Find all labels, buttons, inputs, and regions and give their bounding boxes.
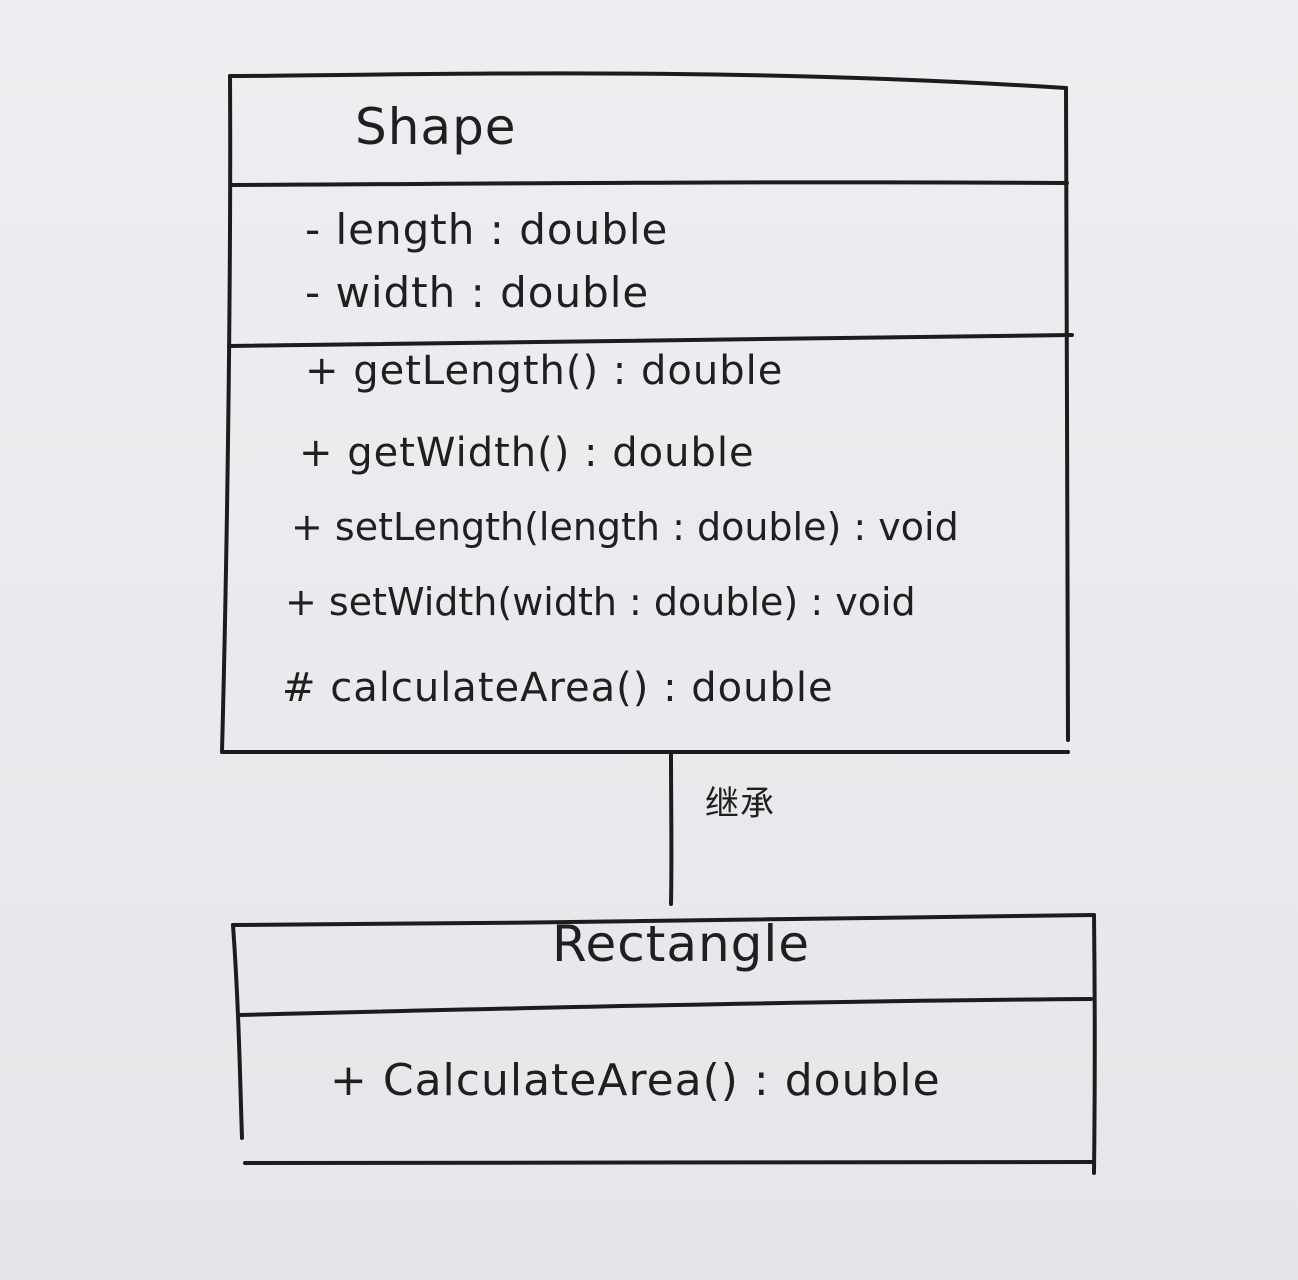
shape-method-setlength: + setLength(length : double) : void (291, 505, 959, 549)
rectangle-method-calculatearea: + CalculateArea() : double (330, 1055, 941, 1106)
shape-class-name: Shape (355, 98, 517, 156)
shape-method-getlength: + getLength() : double (305, 348, 784, 394)
shape-attribute-length: - length : double (305, 205, 669, 254)
rectangle-class-name: Rectangle (552, 915, 811, 973)
shape-attribute-width: - width : double (305, 268, 650, 317)
shape-method-getwidth: + getWidth() : double (299, 430, 755, 476)
shape-method-setwidth: + setWidth(width : double) : void (285, 580, 916, 624)
inheritance-label: 继承 (705, 784, 775, 824)
shape-method-calculatearea: # calculateArea() : double (282, 665, 834, 711)
